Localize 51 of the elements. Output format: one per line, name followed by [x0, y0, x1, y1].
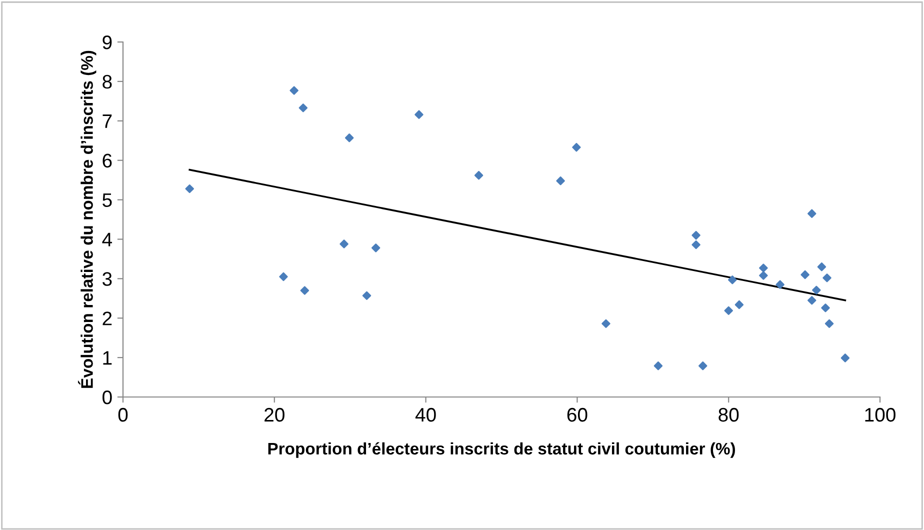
- point: [692, 230, 700, 240]
- point: [692, 240, 700, 250]
- y-axis-title: Évolution relative du nombre d’inscrits (%): [78, 50, 96, 388]
- point: [821, 303, 830, 312]
- point: [822, 274, 832, 282]
- point: [800, 270, 810, 280]
- point: [414, 110, 424, 119]
- point: [824, 319, 834, 328]
- point: [572, 142, 581, 152]
- point: [279, 272, 288, 282]
- point: [371, 244, 380, 252]
- point: [340, 240, 348, 248]
- x-tick-label: 80: [718, 408, 739, 422]
- point: [344, 133, 354, 142]
- point: [776, 280, 784, 289]
- x-tick-label: 20: [264, 408, 284, 422]
- point: [817, 262, 826, 272]
- point: [654, 361, 663, 370]
- y-tick-label: 6: [102, 154, 112, 168]
- point: [362, 291, 372, 300]
- y-tick-label: 7: [102, 114, 112, 128]
- point: [724, 306, 733, 315]
- point: [300, 286, 310, 295]
- x-tick-label: 100: [865, 408, 896, 422]
- point: [812, 286, 821, 294]
- x-tick-label: 40: [415, 408, 436, 422]
- point: [728, 275, 737, 284]
- x-tick-label: 0: [118, 408, 128, 422]
- y-tick-label: 3: [102, 272, 112, 286]
- point: [734, 300, 744, 310]
- point: [290, 86, 298, 95]
- point: [840, 354, 850, 362]
- y-tick-label: 9: [102, 35, 112, 50]
- point: [759, 264, 768, 272]
- y-tick-label: 2: [102, 312, 112, 326]
- point: [808, 209, 816, 218]
- y-tick-label: 8: [102, 74, 112, 89]
- x-tick-label: 60: [567, 408, 588, 422]
- y-tick-label: 5: [102, 193, 112, 208]
- point: [602, 319, 610, 328]
- point: [698, 361, 708, 370]
- point: [556, 176, 565, 186]
- x-axis-title: Proportion d’électeurs inscrits de statut civil coutumier (%): [268, 442, 735, 458]
- point: [474, 170, 484, 180]
- y-tick-label: 0: [102, 390, 112, 404]
- point: [185, 184, 194, 194]
- point: [759, 271, 768, 280]
- point: [298, 104, 308, 112]
- y-tick-label: 4: [102, 232, 112, 246]
- y-tick-label: 1: [103, 351, 112, 365]
- point: [808, 296, 816, 305]
